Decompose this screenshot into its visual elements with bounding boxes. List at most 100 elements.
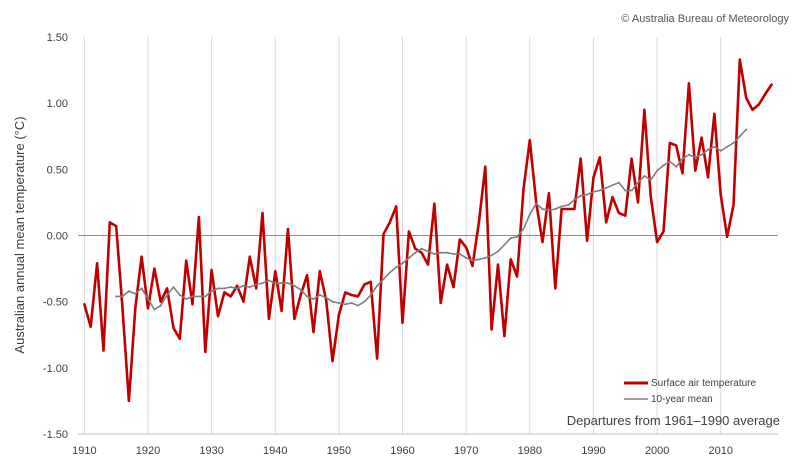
surface-temperature-point [102,349,105,352]
ten-year-mean-point [344,303,347,306]
ten-year-mean-point [401,262,404,265]
ten-year-mean-point [395,266,398,269]
ten-year-mean-point [509,237,512,240]
surface-temperature-point [675,144,678,147]
ten-year-mean-point [643,174,646,177]
ten-year-mean-point [248,286,251,289]
tick-labels: 1910 1920 1930 1940 1950 1960 1970 1980 1990 2000… [43,32,733,457]
ten-year-mean-point [598,189,601,192]
ten-year-mean-point [159,304,162,307]
ten-year-mean-point [656,169,659,172]
ten-year-mean-point [439,251,442,254]
surface-temperature-point [713,112,716,115]
surface-temperature-point [134,307,137,310]
surface-temperature-point [395,205,398,208]
surface-temperature-point [427,263,429,266]
surface-temperature-point [681,172,684,175]
surface-temperature-point [745,96,748,99]
surface-temperature-point [586,239,589,242]
ten-year-mean-point [127,290,130,293]
surface-temperature-point [153,267,156,270]
ten-year-mean-point [318,294,321,297]
ten-year-mean-point [287,282,289,285]
surface-temperature-point [433,202,436,205]
ten-year-mean-point [694,156,697,159]
ten-year-mean-point [433,253,436,256]
surface-temperature-point [522,188,525,191]
ten-year-mean-point [197,295,200,298]
ten-year-mean-point [242,284,245,287]
ten-year-mean-point [299,288,302,291]
ten-year-mean-point [745,128,748,131]
surface-temperature-point [267,317,270,320]
ten-year-mean-point [376,284,379,287]
ten-year-mean-point [490,254,493,257]
ten-year-mean-point [446,251,449,254]
ten-year-mean-point [166,294,169,297]
surface-temperature-point [382,233,385,236]
surface-temperature-point [108,221,111,224]
surface-temperature-point [528,139,531,142]
ten-year-mean-point [147,298,149,301]
ten-year-mean-point [267,279,270,282]
ten-year-mean-point [293,284,296,287]
surface-temperature-point [764,92,767,95]
ten-year-mean-point [567,204,569,207]
ten-year-mean-point [337,301,340,304]
x-tick-label: 1970 [454,445,478,457]
surface-temperature-point [497,263,499,266]
surface-temperature-point [248,255,251,258]
ten-year-mean-point [484,256,487,259]
y-axis-title: Australian annual mean temperature (°C) [12,116,27,353]
ten-year-mean-point [592,190,595,193]
surface-temperature-point [414,247,417,250]
ten-year-mean-point [115,295,118,298]
ten-year-mean-point [204,295,207,298]
ten-year-mean-point [541,208,544,211]
y-tick-label: -1.50 [43,429,68,441]
surface-temperature-point [369,280,372,283]
y-tick-label: -0.50 [43,297,68,309]
surface-temperature-point [166,287,169,290]
ten-year-mean-point [427,250,429,253]
surface-temperature-point [242,300,245,303]
surface-temperature-point [611,196,614,199]
x-tick-label: 2010 [708,445,732,457]
ten-year-mean-point [388,271,391,274]
surface-temperature-point [668,141,671,144]
ten-year-mean-point [675,165,678,168]
ten-year-mean-point [586,193,589,196]
ten-year-mean-point [477,258,480,261]
surface-temperature-point [172,327,175,330]
ten-year-mean-point [452,253,455,256]
ten-year-mean-point [637,181,639,184]
x-tick-label: 1990 [581,445,605,457]
ten-year-mean-point [547,209,550,212]
surface-temperature-point [687,82,690,85]
ten-year-mean-point [172,286,175,289]
ten-year-mean-point [414,251,417,254]
surface-temperature-point [726,235,729,238]
ten-year-mean-point [255,283,258,286]
surface-temperature-point [407,230,410,233]
surface-temperature-point [560,208,563,211]
surface-temperature-point [700,136,703,139]
data-series [83,58,773,403]
surface-temperature-point [757,103,760,106]
ten-year-mean-point [229,286,232,289]
x-tick-label: 1950 [327,445,351,457]
surface-temperature-point [185,259,188,262]
surface-temperature-point [751,108,754,111]
surface-temperature-point [401,321,404,324]
surface-temperature-point [363,283,366,286]
ten-year-mean-point [357,304,359,307]
surface-temperature-point [662,230,665,233]
ten-year-mean-point [407,256,410,259]
surface-temperature-point [274,270,277,273]
ten-year-mean-point [668,160,671,163]
surface-temperature-point [579,157,582,160]
surface-temperature-point [178,337,181,340]
surface-temperature-point [471,264,474,267]
ten-year-mean-point [617,181,620,184]
ten-year-mean-point [312,298,315,301]
